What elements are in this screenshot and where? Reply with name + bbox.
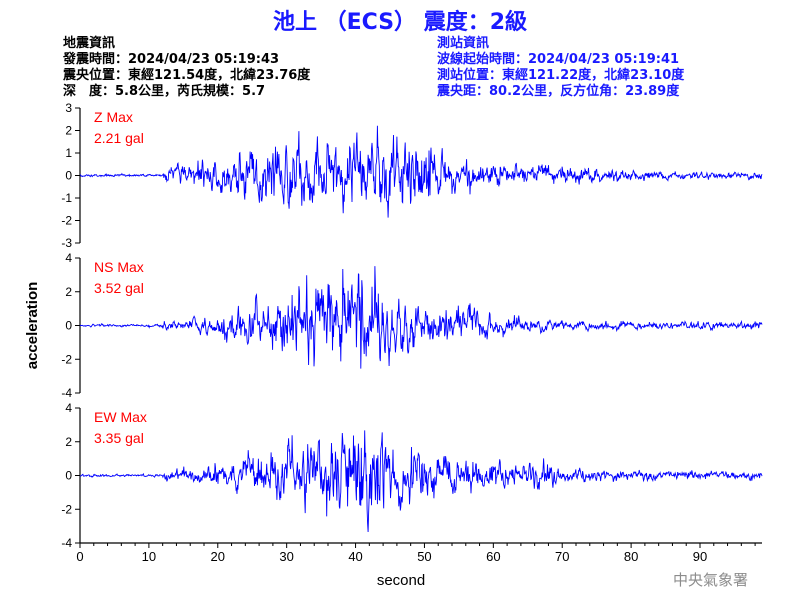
x-tick-label: 50 <box>417 549 431 564</box>
y-tick-label: 2 <box>65 124 72 138</box>
x-tick-label: 60 <box>486 549 500 564</box>
y-tick-label: 2 <box>65 435 72 449</box>
y-tick-label: 1 <box>65 146 72 160</box>
y-tick-label: -3 <box>61 236 72 250</box>
component-label: Z Max <box>94 109 133 125</box>
x-tick-label: 30 <box>279 549 293 564</box>
waveform-trace-2 <box>79 266 763 369</box>
y-tick-label: 0 <box>65 469 72 483</box>
component-label: NS Max <box>94 259 144 275</box>
station-info-heading: 測站資訊 <box>437 36 490 51</box>
epicenter: 震央位置：東經121.54度，北緯23.76度 <box>63 68 311 83</box>
x-tick-label: 70 <box>555 549 569 564</box>
event-info: 地震資訊 發震時間：2024/04/23 05:19:43 震央位置：東經121… <box>63 36 310 100</box>
y-tick-label: -2 <box>61 352 72 366</box>
y-tick-label: 3 <box>65 101 72 115</box>
x-tick-label: 90 <box>693 549 707 564</box>
y-tick-label: -2 <box>61 502 72 516</box>
peak-value-label: 3.35 gal <box>94 430 144 446</box>
waveform-trace-3 <box>79 430 763 533</box>
y-tick-label: -4 <box>61 386 72 400</box>
x-tick-label: 10 <box>142 549 156 564</box>
station-info: 測站資訊 波線起始時間：2024/04/23 05:19:41 測站位置：東經1… <box>437 36 684 100</box>
station-location: 測站位置：東經121.22度，北緯23.10度 <box>437 68 685 83</box>
y-tick-label: 4 <box>65 401 72 415</box>
peak-value-label: 3.52 gal <box>94 280 144 296</box>
y-tick-label: -4 <box>61 536 72 550</box>
agency-footer: 中央氣象署 <box>672 571 748 589</box>
waveform-trace-1 <box>79 125 763 218</box>
component-label: EW Max <box>94 409 147 425</box>
y-tick-label: -1 <box>61 191 72 205</box>
x-tick-label: 80 <box>624 549 638 564</box>
x-tick-label: 0 <box>76 549 83 564</box>
y-tick-label: 4 <box>65 251 72 265</box>
y-axis-label: acceleration <box>24 282 41 370</box>
onset-time: 波線起始時間：2024/04/23 05:19:41 <box>437 52 680 67</box>
peak-value-label: 2.21 gal <box>94 130 144 146</box>
y-tick-label: -2 <box>61 214 72 228</box>
epicentral-distance: 震央距：80.2公里，反方位角：23.89度 <box>437 84 680 99</box>
y-tick-label: 0 <box>65 319 72 333</box>
depth-magnitude: 深 度：5.8公里，芮氏規模：5.7 <box>63 84 266 99</box>
x-tick-label: 40 <box>348 549 362 564</box>
y-tick-label: 2 <box>65 285 72 299</box>
page-title: 池上 （ECS） 震度：2級 <box>272 10 528 35</box>
event-info-heading: 地震資訊 <box>63 36 116 51</box>
y-tick-label: 0 <box>65 169 72 183</box>
origin-time: 發震時間：2024/04/23 05:19:43 <box>63 52 280 67</box>
x-tick-label: 20 <box>211 549 225 564</box>
x-axis-label: second <box>377 572 425 589</box>
